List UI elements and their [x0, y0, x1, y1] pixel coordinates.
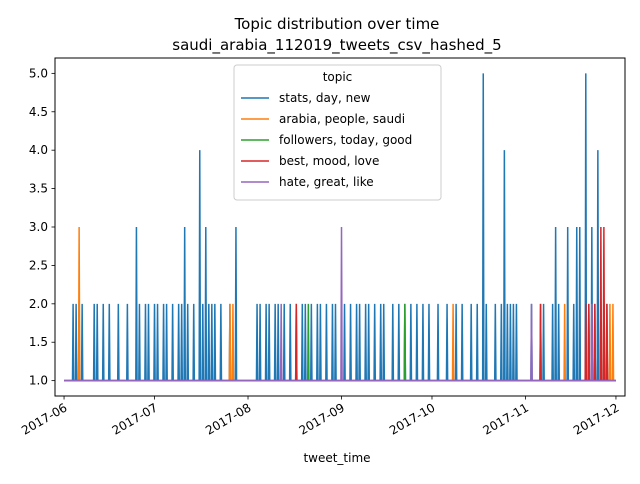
legend-label-3: best, mood, love [279, 154, 379, 168]
legend-label-4: hate, great, like [279, 175, 374, 189]
y-tick-label-3: 2.5 [29, 258, 48, 272]
legend-label-1: arabia, people, saudi [279, 112, 405, 126]
series-line-2 [64, 303, 616, 382]
y-tick-label-5: 3.5 [29, 182, 48, 196]
x-tick-label-0: 2017-06 [19, 400, 69, 437]
x-tick-label-1: 2017-07 [110, 400, 160, 437]
y-tick-label-8: 5.0 [29, 66, 48, 80]
series-layer [64, 73, 616, 382]
x-tick-label-6: 2017-12 [571, 400, 621, 437]
chart-subtitle: saudi_arabia_112019_tweets_csv_hashed_5 [172, 36, 501, 55]
y-tick-label-6: 4.0 [29, 143, 48, 157]
series-line-1 [64, 226, 616, 382]
y-tick-label-4: 3.0 [29, 220, 48, 234]
x-tick-label-4: 2017-10 [387, 400, 437, 437]
legend-label-0: stats, day, new [279, 91, 371, 105]
series-line-3 [64, 226, 616, 382]
x-axis-label: tweet_time [303, 451, 370, 465]
legend-title: topic [323, 70, 353, 84]
series-line-4 [64, 226, 616, 382]
x-tick-label-5: 2017-11 [481, 400, 531, 437]
chart-title: Topic distribution over time [234, 15, 440, 33]
x-axis: 2017-06 2017-07 2017-08 2017-09 2017-10 2017-… [19, 396, 621, 438]
y-tick-label-7: 4.5 [29, 105, 48, 119]
y-tick-label-0: 1.0 [29, 374, 48, 388]
y-tick-label-1: 1.5 [29, 335, 48, 349]
x-tick-label-2: 2017-08 [203, 400, 253, 437]
x-tick-label-3: 2017-09 [297, 400, 347, 437]
y-tick-label-2: 2.0 [29, 297, 48, 311]
y-axis: 1.0 1.5 2.0 2.5 3.0 3.5 4.0 4.5 5.0 [29, 66, 55, 388]
legend: topic stats, day, new arabia, people, saud… [233, 64, 442, 201]
legend-label-2: followers, today, good [279, 133, 412, 147]
legend-box [233, 64, 442, 201]
